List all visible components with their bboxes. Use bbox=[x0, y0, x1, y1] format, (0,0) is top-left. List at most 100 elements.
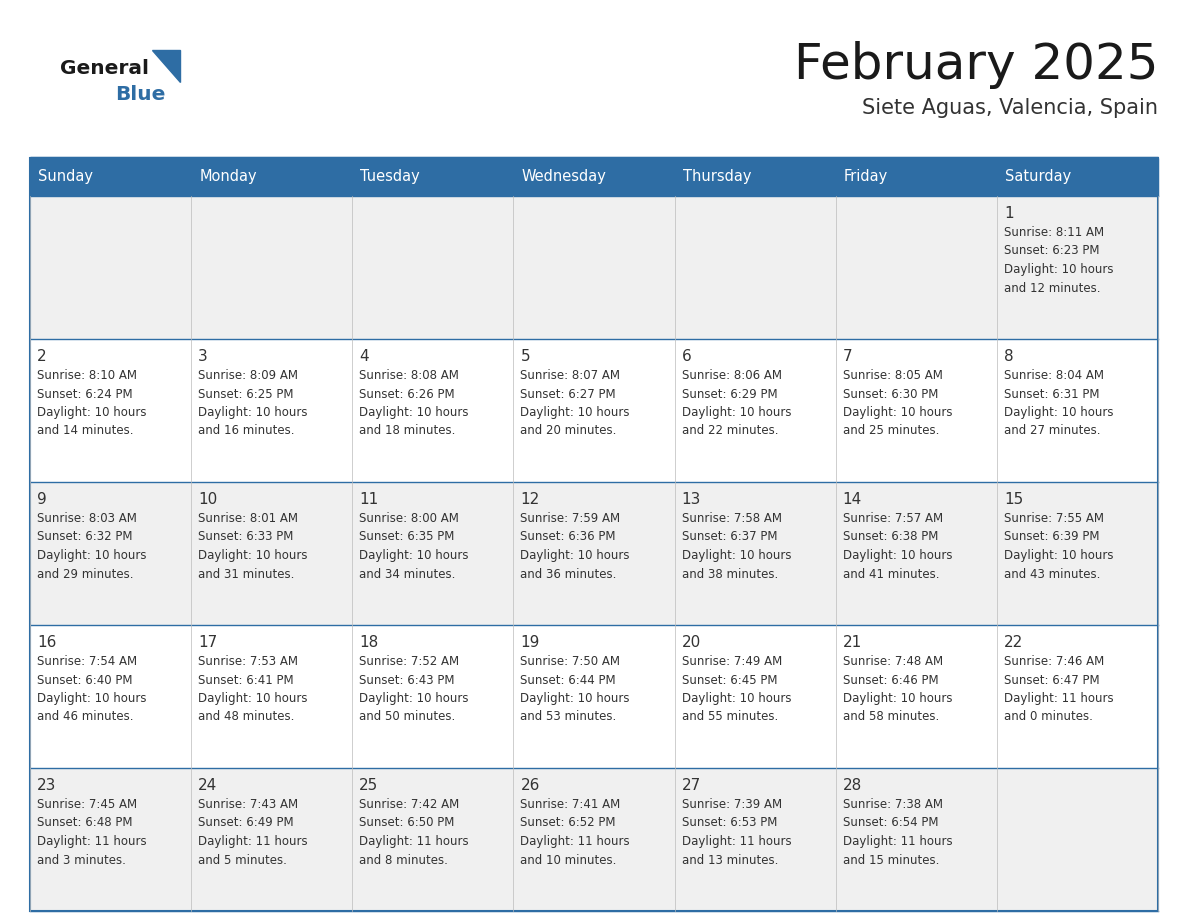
Bar bbox=[191, 196, 353, 339]
Text: Friday: Friday bbox=[843, 170, 887, 185]
Text: 23: 23 bbox=[37, 778, 56, 793]
Text: 27: 27 bbox=[682, 778, 701, 793]
Bar bbox=[675, 482, 835, 625]
Text: Blue: Blue bbox=[115, 85, 165, 105]
Text: 9: 9 bbox=[37, 492, 46, 507]
Text: Sunrise: 8:03 AM
Sunset: 6:32 PM
Daylight: 10 hours
and 29 minutes.: Sunrise: 8:03 AM Sunset: 6:32 PM Dayligh… bbox=[37, 512, 146, 580]
Bar bbox=[30, 158, 1158, 911]
Text: 7: 7 bbox=[842, 349, 852, 364]
Text: Thursday: Thursday bbox=[683, 170, 751, 185]
Text: Saturday: Saturday bbox=[1005, 170, 1072, 185]
Text: Tuesday: Tuesday bbox=[360, 170, 421, 185]
Text: Sunrise: 7:48 AM
Sunset: 6:46 PM
Daylight: 10 hours
and 58 minutes.: Sunrise: 7:48 AM Sunset: 6:46 PM Dayligh… bbox=[842, 655, 953, 723]
Bar bbox=[997, 625, 1158, 768]
Bar bbox=[513, 625, 675, 768]
Text: Sunrise: 8:09 AM
Sunset: 6:25 PM
Daylight: 10 hours
and 16 minutes.: Sunrise: 8:09 AM Sunset: 6:25 PM Dayligh… bbox=[198, 369, 308, 438]
Bar bbox=[353, 625, 513, 768]
Bar bbox=[835, 339, 997, 482]
Bar bbox=[513, 196, 675, 339]
Bar bbox=[675, 339, 835, 482]
Bar bbox=[30, 158, 1158, 196]
Bar bbox=[513, 339, 675, 482]
Text: Monday: Monday bbox=[200, 170, 257, 185]
Text: Sunrise: 7:50 AM
Sunset: 6:44 PM
Daylight: 10 hours
and 53 minutes.: Sunrise: 7:50 AM Sunset: 6:44 PM Dayligh… bbox=[520, 655, 630, 723]
Text: 11: 11 bbox=[359, 492, 379, 507]
Bar bbox=[30, 768, 191, 911]
Text: 15: 15 bbox=[1004, 492, 1023, 507]
Text: 17: 17 bbox=[198, 635, 217, 650]
Text: 2: 2 bbox=[37, 349, 46, 364]
Text: Sunrise: 7:59 AM
Sunset: 6:36 PM
Daylight: 10 hours
and 36 minutes.: Sunrise: 7:59 AM Sunset: 6:36 PM Dayligh… bbox=[520, 512, 630, 580]
Text: Sunrise: 8:10 AM
Sunset: 6:24 PM
Daylight: 10 hours
and 14 minutes.: Sunrise: 8:10 AM Sunset: 6:24 PM Dayligh… bbox=[37, 369, 146, 438]
Bar bbox=[353, 158, 513, 196]
Text: Sunrise: 7:53 AM
Sunset: 6:41 PM
Daylight: 10 hours
and 48 minutes.: Sunrise: 7:53 AM Sunset: 6:41 PM Dayligh… bbox=[198, 655, 308, 723]
Bar bbox=[30, 196, 191, 339]
Bar bbox=[835, 482, 997, 625]
Bar bbox=[191, 768, 353, 911]
Text: 4: 4 bbox=[359, 349, 369, 364]
Bar bbox=[191, 625, 353, 768]
Bar bbox=[675, 768, 835, 911]
Text: Siete Aguas, Valencia, Spain: Siete Aguas, Valencia, Spain bbox=[862, 98, 1158, 118]
Text: Sunday: Sunday bbox=[38, 170, 93, 185]
Bar bbox=[513, 482, 675, 625]
Text: Wednesday: Wednesday bbox=[522, 170, 606, 185]
Text: Sunrise: 7:38 AM
Sunset: 6:54 PM
Daylight: 11 hours
and 15 minutes.: Sunrise: 7:38 AM Sunset: 6:54 PM Dayligh… bbox=[842, 798, 953, 867]
Text: 3: 3 bbox=[198, 349, 208, 364]
Bar bbox=[835, 196, 997, 339]
Text: Sunrise: 7:42 AM
Sunset: 6:50 PM
Daylight: 11 hours
and 8 minutes.: Sunrise: 7:42 AM Sunset: 6:50 PM Dayligh… bbox=[359, 798, 469, 867]
Text: 22: 22 bbox=[1004, 635, 1023, 650]
Text: Sunrise: 8:07 AM
Sunset: 6:27 PM
Daylight: 10 hours
and 20 minutes.: Sunrise: 8:07 AM Sunset: 6:27 PM Dayligh… bbox=[520, 369, 630, 438]
Bar bbox=[835, 768, 997, 911]
Bar bbox=[30, 158, 191, 196]
Text: 14: 14 bbox=[842, 492, 862, 507]
Text: Sunrise: 8:04 AM
Sunset: 6:31 PM
Daylight: 10 hours
and 27 minutes.: Sunrise: 8:04 AM Sunset: 6:31 PM Dayligh… bbox=[1004, 369, 1113, 438]
Polygon shape bbox=[152, 50, 181, 82]
Text: 5: 5 bbox=[520, 349, 530, 364]
Text: 10: 10 bbox=[198, 492, 217, 507]
Bar bbox=[191, 339, 353, 482]
Text: 8: 8 bbox=[1004, 349, 1013, 364]
Text: 28: 28 bbox=[842, 778, 862, 793]
Text: 26: 26 bbox=[520, 778, 539, 793]
Bar bbox=[675, 625, 835, 768]
Bar bbox=[835, 158, 997, 196]
Bar bbox=[353, 339, 513, 482]
Text: Sunrise: 7:45 AM
Sunset: 6:48 PM
Daylight: 11 hours
and 3 minutes.: Sunrise: 7:45 AM Sunset: 6:48 PM Dayligh… bbox=[37, 798, 146, 867]
Text: Sunrise: 7:43 AM
Sunset: 6:49 PM
Daylight: 11 hours
and 5 minutes.: Sunrise: 7:43 AM Sunset: 6:49 PM Dayligh… bbox=[198, 798, 308, 867]
Text: Sunrise: 8:08 AM
Sunset: 6:26 PM
Daylight: 10 hours
and 18 minutes.: Sunrise: 8:08 AM Sunset: 6:26 PM Dayligh… bbox=[359, 369, 469, 438]
Text: 25: 25 bbox=[359, 778, 379, 793]
Text: Sunrise: 7:58 AM
Sunset: 6:37 PM
Daylight: 10 hours
and 38 minutes.: Sunrise: 7:58 AM Sunset: 6:37 PM Dayligh… bbox=[682, 512, 791, 580]
Bar bbox=[835, 625, 997, 768]
Text: Sunrise: 7:52 AM
Sunset: 6:43 PM
Daylight: 10 hours
and 50 minutes.: Sunrise: 7:52 AM Sunset: 6:43 PM Dayligh… bbox=[359, 655, 469, 723]
Text: 24: 24 bbox=[198, 778, 217, 793]
Text: Sunrise: 8:05 AM
Sunset: 6:30 PM
Daylight: 10 hours
and 25 minutes.: Sunrise: 8:05 AM Sunset: 6:30 PM Dayligh… bbox=[842, 369, 953, 438]
Text: Sunrise: 7:46 AM
Sunset: 6:47 PM
Daylight: 11 hours
and 0 minutes.: Sunrise: 7:46 AM Sunset: 6:47 PM Dayligh… bbox=[1004, 655, 1113, 723]
Bar bbox=[997, 158, 1158, 196]
Text: 12: 12 bbox=[520, 492, 539, 507]
Text: Sunrise: 7:57 AM
Sunset: 6:38 PM
Daylight: 10 hours
and 41 minutes.: Sunrise: 7:57 AM Sunset: 6:38 PM Dayligh… bbox=[842, 512, 953, 580]
Text: Sunrise: 7:41 AM
Sunset: 6:52 PM
Daylight: 11 hours
and 10 minutes.: Sunrise: 7:41 AM Sunset: 6:52 PM Dayligh… bbox=[520, 798, 630, 867]
Text: Sunrise: 7:39 AM
Sunset: 6:53 PM
Daylight: 11 hours
and 13 minutes.: Sunrise: 7:39 AM Sunset: 6:53 PM Dayligh… bbox=[682, 798, 791, 867]
Bar bbox=[997, 196, 1158, 339]
Text: 18: 18 bbox=[359, 635, 379, 650]
Bar bbox=[675, 158, 835, 196]
Bar bbox=[997, 482, 1158, 625]
Text: Sunrise: 8:01 AM
Sunset: 6:33 PM
Daylight: 10 hours
and 31 minutes.: Sunrise: 8:01 AM Sunset: 6:33 PM Dayligh… bbox=[198, 512, 308, 580]
Bar bbox=[675, 196, 835, 339]
Bar bbox=[353, 482, 513, 625]
Bar bbox=[30, 625, 191, 768]
Text: 1: 1 bbox=[1004, 206, 1013, 221]
Bar bbox=[191, 158, 353, 196]
Text: Sunrise: 8:00 AM
Sunset: 6:35 PM
Daylight: 10 hours
and 34 minutes.: Sunrise: 8:00 AM Sunset: 6:35 PM Dayligh… bbox=[359, 512, 469, 580]
Text: Sunrise: 8:11 AM
Sunset: 6:23 PM
Daylight: 10 hours
and 12 minutes.: Sunrise: 8:11 AM Sunset: 6:23 PM Dayligh… bbox=[1004, 226, 1113, 295]
Text: 19: 19 bbox=[520, 635, 539, 650]
Text: 13: 13 bbox=[682, 492, 701, 507]
Bar bbox=[353, 196, 513, 339]
Text: Sunrise: 7:54 AM
Sunset: 6:40 PM
Daylight: 10 hours
and 46 minutes.: Sunrise: 7:54 AM Sunset: 6:40 PM Dayligh… bbox=[37, 655, 146, 723]
Text: General: General bbox=[61, 59, 148, 77]
Bar bbox=[513, 158, 675, 196]
Text: 6: 6 bbox=[682, 349, 691, 364]
Bar bbox=[30, 482, 191, 625]
Bar bbox=[513, 768, 675, 911]
